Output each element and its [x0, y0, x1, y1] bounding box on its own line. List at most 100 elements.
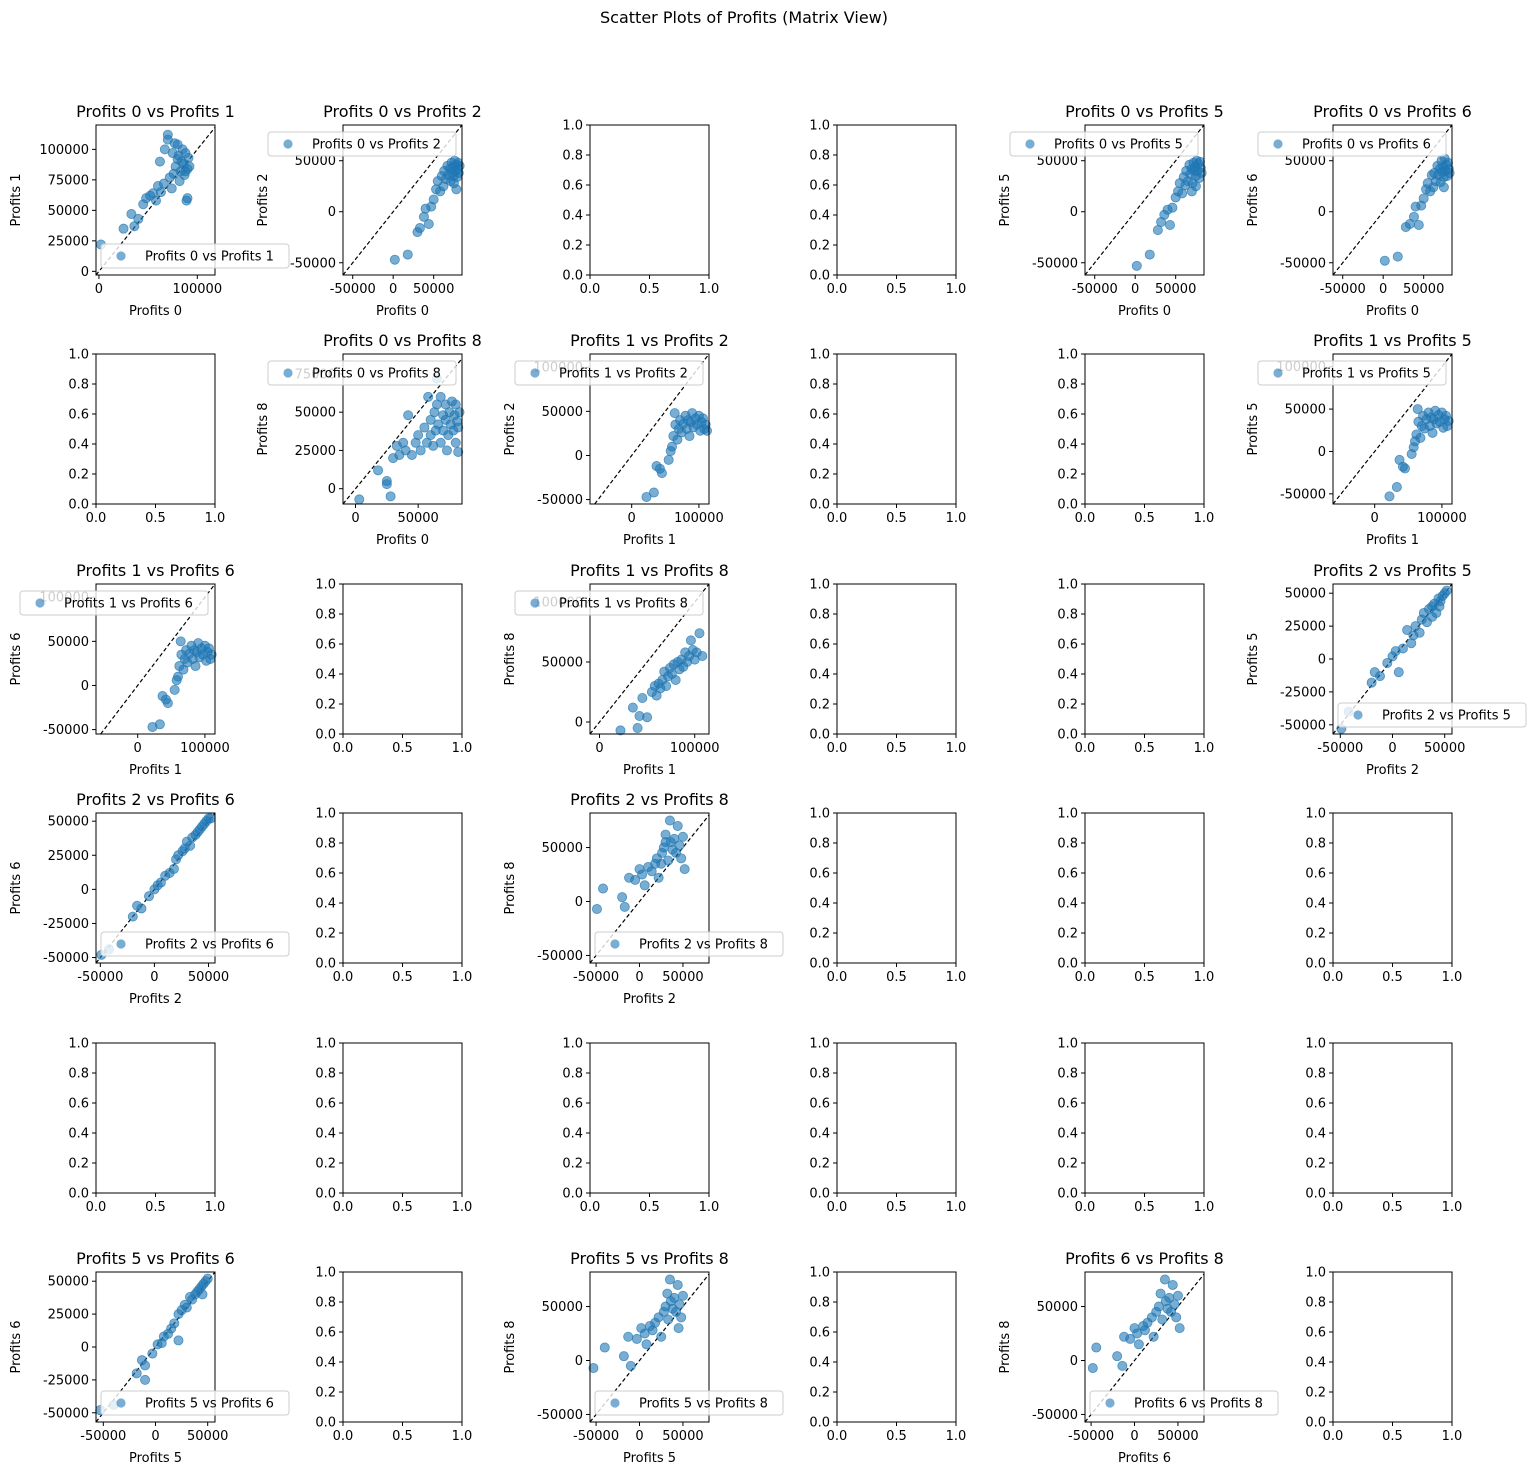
subplot-11: 0.0 0.5 1.0 0.0 0.2 0.4 0.6 0.8 1.0 — [1057, 348, 1214, 527]
subplot-24: 0.0 0.5 1.0 0.0 0.2 0.4 0.6 0.8 1.0 — [1305, 807, 1462, 986]
legend-marker — [1273, 139, 1283, 149]
y-tick-label: 0.6 — [315, 1097, 336, 1112]
x-tick-label: 1.0 — [1194, 970, 1215, 985]
subplot-title: Profits 2 vs Profits 5 — [1313, 561, 1472, 580]
data-point — [453, 422, 464, 433]
data-point — [354, 494, 365, 505]
y-tick-label: 75000 — [48, 173, 89, 188]
y-tick-label: 1.0 — [1057, 348, 1078, 363]
data-point — [175, 636, 186, 647]
y-tick-label: 0.6 — [1305, 1326, 1326, 1341]
x-tick-label: 1.0 — [946, 741, 967, 756]
y-tick-label: 1.0 — [68, 1037, 89, 1052]
y-axis-label: Profits 8 — [503, 632, 518, 685]
x-axis-label: Profits 6 — [1118, 1451, 1171, 1466]
x-tick-label: 0.0 — [1323, 1429, 1344, 1444]
x-tick-label: 0.0 — [827, 970, 848, 985]
y-tick-label: 1.0 — [809, 1037, 830, 1052]
legend-label: Profits 1 vs Profits 5 — [1302, 367, 1431, 382]
y-axis-label: Profits 6 — [9, 861, 24, 914]
y-tick-label: 0.4 — [809, 438, 830, 453]
axes-frame — [95, 583, 216, 735]
data-point — [617, 892, 628, 903]
data-point — [162, 129, 173, 140]
legend-label: Profits 0 vs Profits 2 — [312, 138, 441, 153]
data-point — [1374, 671, 1385, 682]
x-tick-label: 0.0 — [1075, 741, 1096, 756]
x-tick-label: 1.0 — [1442, 1200, 1463, 1215]
subplot-title: Profits 0 vs Profits 5 — [1065, 102, 1224, 121]
subplot-title: Profits 1 vs Profits 6 — [76, 561, 235, 580]
data-point — [1133, 1339, 1144, 1350]
y-tick-label: 0.2 — [1057, 927, 1078, 942]
x-tick-label: 0.5 — [886, 282, 907, 297]
data-point — [1434, 601, 1445, 612]
y-tick-label: 0.6 — [562, 179, 583, 194]
axes-frame — [1084, 812, 1205, 964]
legend: Profits 6 vs Profits 8 — [1089, 1390, 1279, 1416]
x-tick-label: 0.0 — [1075, 511, 1096, 526]
data-point — [672, 1279, 683, 1290]
data-point — [435, 391, 446, 402]
legend: Profits 5 vs Profits 8 — [594, 1390, 784, 1416]
data-point — [664, 815, 675, 826]
x-tick-label: 1.0 — [452, 1429, 473, 1444]
axes-frame — [1332, 1042, 1453, 1194]
x-tick-label: 50000 — [662, 1429, 703, 1444]
x-tick-label: 100000 — [674, 511, 724, 526]
data-point — [406, 450, 417, 461]
x-tick-label: 0.5 — [1134, 511, 1155, 526]
subplot-title: Profits 2 vs Profits 6 — [76, 790, 235, 809]
y-tick-label: -25000 — [43, 1373, 89, 1388]
axes-frame — [589, 124, 710, 276]
y-tick-label: 25000 — [48, 1308, 89, 1323]
subplot-7: 0.0 0.5 1.0 0.0 0.2 0.4 0.6 0.8 1.0 — [68, 348, 225, 527]
y-axis-label: Profits 5 — [1246, 632, 1261, 685]
data-point — [639, 880, 650, 891]
data-point — [1125, 1333, 1136, 1344]
y-tick-label: 0.0 — [1305, 957, 1326, 972]
x-tick-label: 1.0 — [946, 282, 967, 297]
data-point — [1444, 167, 1455, 178]
data-point — [205, 813, 216, 824]
y-tick-label: 0.4 — [809, 1356, 830, 1371]
axes-frame — [95, 812, 216, 964]
x-axis-label: Profits 1 — [129, 763, 182, 778]
data-point — [154, 719, 165, 730]
x-tick-label: 0.5 — [639, 282, 660, 297]
y-tick-label: -50000 — [1280, 487, 1326, 502]
y-tick-label: 0.6 — [315, 1326, 336, 1341]
data-point — [623, 1331, 634, 1342]
axes-frame — [95, 1042, 216, 1194]
data-point — [158, 178, 169, 189]
y-tick-label: 0 — [81, 679, 89, 694]
data-point — [131, 1368, 142, 1379]
x-tick-label: 100000 — [180, 741, 230, 756]
subplot-28: 0.0 0.5 1.0 0.0 0.2 0.4 0.6 0.8 1.0 — [809, 1037, 966, 1216]
subplot-title: Profits 0 vs Profits 1 — [76, 102, 235, 121]
data-point — [694, 628, 705, 639]
axes-frame — [95, 124, 216, 276]
y-tick-label: 0.6 — [809, 1097, 830, 1112]
data-point — [1391, 482, 1402, 493]
data-point — [453, 446, 464, 457]
y-tick-label: 0.0 — [315, 957, 336, 972]
data-point — [1117, 1360, 1128, 1371]
y-tick-label: 0 — [1318, 653, 1326, 668]
x-tick-label: -50000 — [573, 1429, 619, 1444]
y-tick-label: 0 — [1070, 1354, 1078, 1369]
subplot-27: 0.0 0.5 1.0 0.0 0.2 0.4 0.6 0.8 1.0 — [562, 1037, 719, 1216]
subplot-8: 0500000250005000075000Profits 0 vs Profi… — [256, 331, 482, 548]
data-point — [402, 249, 413, 260]
x-tick-label: 100000 — [1417, 511, 1467, 526]
x-tick-label: 0.0 — [333, 1429, 354, 1444]
x-tick-label: 0 — [1371, 511, 1379, 526]
data-point — [206, 649, 217, 660]
data-point — [618, 1351, 629, 1362]
data-point — [663, 1314, 674, 1325]
data-point — [389, 254, 400, 265]
y-tick-label: 0.8 — [809, 837, 830, 852]
y-tick-label: 0.8 — [562, 149, 583, 164]
